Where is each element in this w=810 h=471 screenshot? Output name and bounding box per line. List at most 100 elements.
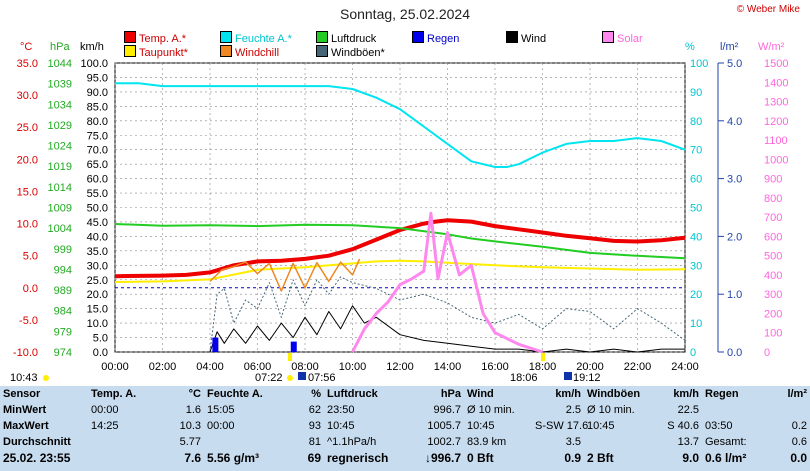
sunrise-icon	[287, 375, 293, 381]
stats-cell: Durchschnitt	[3, 436, 71, 448]
stats-cell: 1.6	[185, 404, 201, 416]
axis-tick-label: 1000	[764, 154, 788, 166]
stats-table: Sensor Temp. A. °C Feuchte A.% Luftdruck hPa W…	[0, 386, 810, 471]
axis-tick-label: 40	[690, 231, 702, 243]
legend-swatch	[412, 31, 424, 43]
axis-tick-label: 20.0	[87, 289, 108, 301]
axis-tick-label: 10.0	[87, 318, 108, 330]
axis-tick-label: 1004	[48, 223, 72, 235]
axis-tick-label: 35.0	[17, 58, 38, 70]
axis-tick-label: 1039	[48, 79, 72, 91]
axis-tick-label: 3.0	[727, 174, 742, 186]
axis-tick-label: 65.0	[87, 159, 108, 171]
legend-label: Luftdruck	[331, 33, 377, 45]
axis-unit-label: l/m²	[720, 41, 739, 53]
sunrise-time: 07:22	[255, 372, 283, 384]
legend-swatch	[316, 45, 328, 57]
x-tick-label: 12:00	[386, 361, 414, 373]
axis-tick-label: 1024	[48, 141, 72, 153]
sunrise-alt-time: 07:56	[308, 372, 336, 384]
axis-tick-label: 80	[690, 116, 702, 128]
stats-cell: Wind	[467, 388, 494, 400]
axis-tick-label: 1034	[48, 99, 72, 111]
stats-cell: 03:50	[705, 420, 733, 432]
axis-tick-label: 989	[54, 285, 72, 297]
axis-tick-label: 0.0	[93, 347, 108, 359]
axis-tick-label: 2.0	[727, 231, 742, 243]
stats-cell	[88, 450, 152, 466]
series-line	[209, 276, 686, 353]
legend-item: Windchill	[220, 45, 279, 59]
stats-cell: Sensor	[3, 388, 41, 400]
series-line	[114, 223, 686, 260]
sunset-time: 18:06	[510, 372, 538, 384]
axis-tick-label: 40.0	[87, 231, 108, 243]
axis-tick-label: 55.0	[87, 188, 108, 200]
sunset-alt-time: 19:12	[573, 372, 601, 384]
noon-icon	[43, 375, 49, 381]
axis-tick-label: 999	[54, 244, 72, 256]
rain-bar	[212, 337, 219, 352]
stats-cell: MinWert	[3, 404, 47, 416]
stats-cell: ↓996.7	[424, 451, 461, 465]
stats-cell: 0.9	[564, 451, 581, 465]
legend-label: Temp. A.*	[139, 33, 187, 45]
legend-swatch	[220, 45, 232, 57]
axis-tick-label: 0.0	[23, 283, 38, 295]
stats-row: MaxWert 14:25 10.3 00:00 93 10:45 1005.7 10:45 S…	[0, 418, 810, 434]
stats-cell: 15:05	[207, 404, 235, 416]
stats-cell: 9.0	[682, 451, 699, 465]
stats-cell: 10:45	[467, 420, 495, 432]
stats-cell	[762, 402, 810, 418]
axis-unit-label: W/m²	[758, 41, 785, 53]
legend-label: Wind	[521, 33, 547, 45]
axis-tick-label: 85.0	[87, 101, 108, 113]
stats-row: 25.02. 23:55 7.6 5.56 g/m³ 69 regnerisch ↓996…	[0, 450, 810, 466]
stats-cell: 0.2	[791, 420, 807, 432]
axis-tick-label: 200	[764, 308, 782, 320]
axis-tick-label: 60	[690, 174, 702, 186]
axis-tick-label: 1.0	[727, 289, 742, 301]
series-line	[209, 258, 361, 292]
axis-tick-label: 70.0	[87, 145, 108, 157]
axis-tick-label: -5.0	[19, 315, 38, 327]
legend-item: Regen	[412, 31, 459, 45]
axis-tick-label: 1100	[764, 135, 788, 147]
axis-tick-label: 1009	[48, 203, 72, 215]
axis-tick-label: 1019	[48, 161, 72, 173]
axis-tick-label: 5.0	[23, 251, 38, 263]
stats-cell: regnerisch	[327, 451, 389, 465]
legend-label: Feuchte A.*	[235, 33, 292, 45]
stats-cell: ^1.1hPa/h	[327, 436, 377, 448]
legend-label: Regen	[427, 33, 460, 45]
axis-tick-label: 974	[54, 347, 72, 359]
sun-marker	[541, 353, 545, 361]
axis-tick-label: 60.0	[87, 174, 108, 186]
axis-tick-label: 900	[764, 174, 782, 186]
chart-canvas: 00:00 02:00 04:00 06:00 08:00 10:00 12:00 14:00…	[10, 41, 788, 384]
axis-tick-label: 1300	[764, 97, 788, 109]
stats-cell: 0.0	[790, 451, 807, 465]
series-line	[114, 259, 686, 283]
axis-tick-label: 30	[690, 260, 702, 272]
axis-tick-label: 50.0	[87, 203, 108, 215]
stats-cell: km/h	[673, 388, 699, 400]
axis-tick-label: 4.0	[727, 116, 742, 128]
axis-unit-label: %	[685, 41, 695, 53]
legend-swatch	[506, 31, 518, 43]
stats-cell: 25.02. 23:55	[3, 451, 71, 465]
axis-tick-label: 15.0	[87, 304, 108, 316]
stats-cell: 5.77	[179, 436, 201, 448]
axis-tick-label: 10	[690, 318, 702, 330]
stats-cell: 5.56 g/m³	[207, 451, 260, 465]
stats-cell: 00:00	[91, 404, 119, 416]
stats-cell: 14:25	[91, 420, 119, 432]
stats-cell: km/h	[555, 388, 581, 400]
legend-label: Solar	[617, 33, 643, 45]
axis-unit-label: °C	[20, 41, 32, 53]
legend-swatch	[124, 45, 136, 57]
legend-swatch	[124, 31, 136, 43]
legend-item: Feuchte A.*	[220, 31, 292, 45]
axis-tick-label: 90.0	[87, 87, 108, 99]
